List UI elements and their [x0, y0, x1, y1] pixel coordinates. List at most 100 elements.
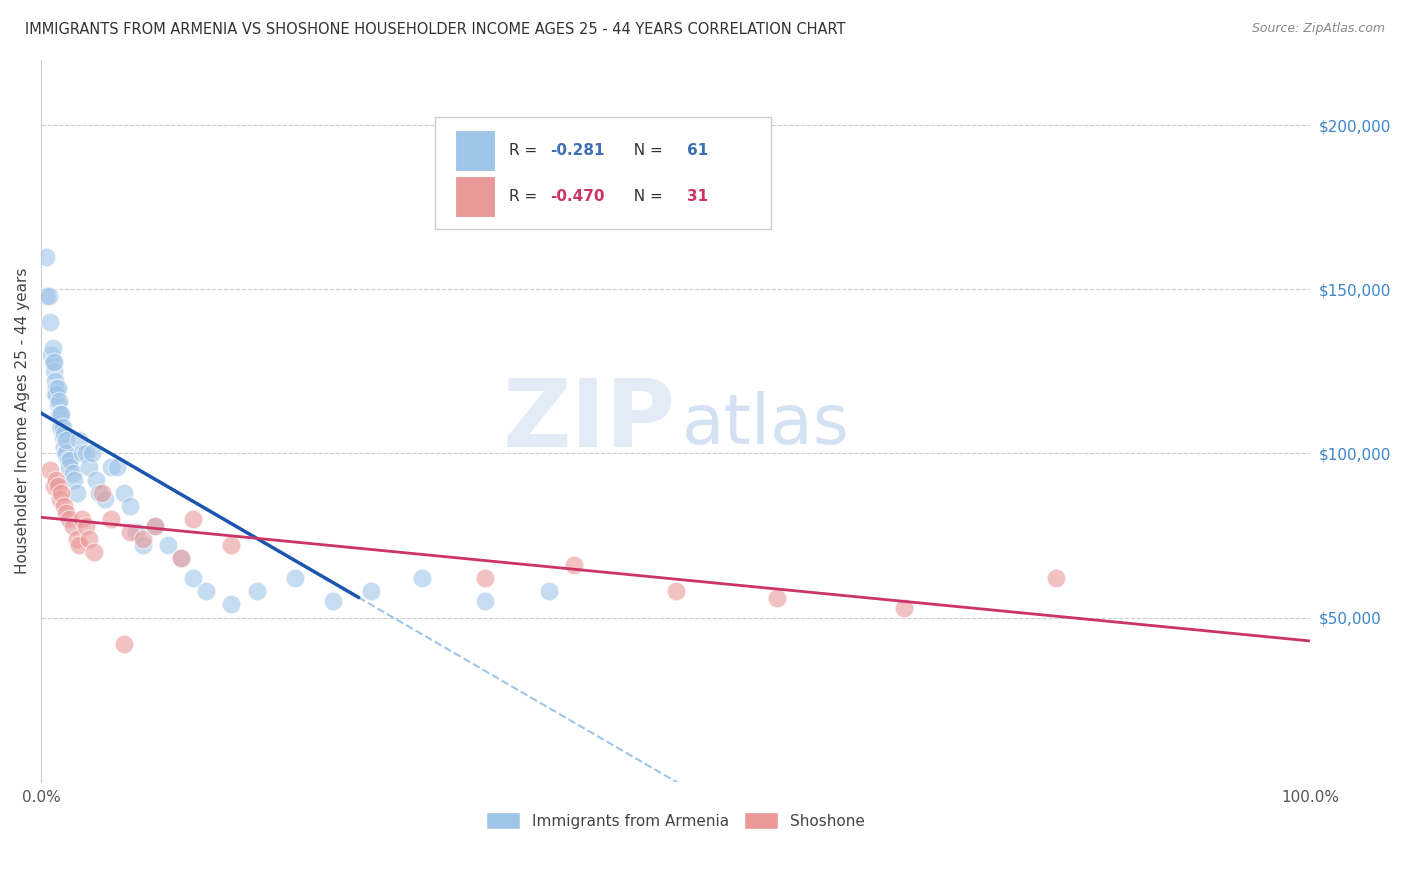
Point	[284, 571, 307, 585]
Text: R =: R =	[509, 143, 543, 158]
Point	[48, 393, 70, 408]
Point	[58, 512, 80, 526]
Point	[49, 407, 72, 421]
Point	[79, 532, 101, 546]
Point	[41, 342, 63, 356]
Point	[52, 440, 75, 454]
Point	[51, 407, 73, 421]
Text: ZIP: ZIP	[503, 375, 676, 467]
Point	[67, 538, 90, 552]
Point	[35, 250, 58, 264]
Point	[322, 594, 344, 608]
Text: atlas: atlas	[682, 391, 849, 458]
Text: N =: N =	[624, 143, 668, 158]
Point	[105, 459, 128, 474]
Point	[1045, 571, 1067, 585]
Point	[360, 584, 382, 599]
FancyBboxPatch shape	[434, 118, 770, 229]
Point	[46, 381, 69, 395]
Point	[59, 453, 82, 467]
Point	[118, 525, 141, 540]
Point	[45, 387, 67, 401]
Point	[537, 584, 560, 599]
Point	[42, 479, 65, 493]
Point	[52, 430, 75, 444]
Point	[56, 453, 79, 467]
Point	[39, 463, 62, 477]
Point	[45, 381, 67, 395]
Point	[45, 473, 67, 487]
Point	[42, 354, 65, 368]
FancyBboxPatch shape	[456, 129, 495, 171]
Point	[170, 551, 193, 566]
Point	[55, 434, 77, 448]
Text: N =: N =	[624, 189, 668, 204]
Point	[79, 459, 101, 474]
Point	[51, 420, 73, 434]
Point	[66, 486, 89, 500]
Point	[766, 591, 789, 605]
Point	[80, 446, 103, 460]
Point	[52, 499, 75, 513]
Point	[35, 289, 58, 303]
Point	[70, 512, 93, 526]
Point	[49, 420, 72, 434]
Point	[411, 571, 433, 585]
Point	[131, 532, 153, 546]
Point	[39, 348, 62, 362]
Point	[42, 364, 65, 378]
Text: R =: R =	[509, 189, 543, 204]
Point	[100, 459, 122, 474]
Point	[38, 289, 60, 303]
Point	[474, 594, 496, 608]
Point	[246, 584, 269, 599]
Point	[70, 446, 93, 460]
Point	[75, 446, 97, 460]
Point	[52, 420, 75, 434]
Point	[44, 387, 66, 401]
Point	[93, 492, 115, 507]
Point	[183, 512, 205, 526]
Text: 61: 61	[688, 143, 709, 158]
Text: Source: ZipAtlas.com: Source: ZipAtlas.com	[1251, 22, 1385, 36]
Point	[83, 545, 105, 559]
Point	[112, 486, 135, 500]
Point	[53, 446, 76, 460]
Point	[41, 354, 63, 368]
Point	[170, 551, 193, 566]
Point	[55, 506, 77, 520]
Point	[55, 446, 77, 460]
Point	[62, 466, 84, 480]
Point	[52, 426, 75, 441]
Point	[125, 525, 148, 540]
Point	[183, 571, 205, 585]
Point	[89, 486, 111, 500]
Point	[46, 397, 69, 411]
Legend: Immigrants from Armenia, Shoshone: Immigrants from Armenia, Shoshone	[479, 805, 872, 836]
Point	[51, 486, 73, 500]
Point	[221, 598, 243, 612]
Point	[66, 532, 89, 546]
Point	[195, 584, 218, 599]
Point	[100, 512, 122, 526]
Text: -0.470: -0.470	[550, 189, 605, 204]
Point	[84, 473, 107, 487]
Point	[665, 584, 688, 599]
Text: 31: 31	[688, 189, 709, 204]
Point	[48, 407, 70, 421]
Point	[143, 518, 166, 533]
Point	[67, 434, 90, 448]
Point	[39, 315, 62, 329]
Point	[157, 538, 180, 552]
Point	[143, 518, 166, 533]
Point	[58, 459, 80, 474]
Point	[44, 374, 66, 388]
Point	[221, 538, 243, 552]
Y-axis label: Householder Income Ages 25 - 44 years: Householder Income Ages 25 - 44 years	[15, 268, 30, 574]
Point	[562, 558, 585, 572]
Point	[63, 473, 86, 487]
Point	[118, 499, 141, 513]
Point	[49, 492, 72, 507]
Point	[91, 486, 114, 500]
Text: -0.281: -0.281	[550, 143, 605, 158]
